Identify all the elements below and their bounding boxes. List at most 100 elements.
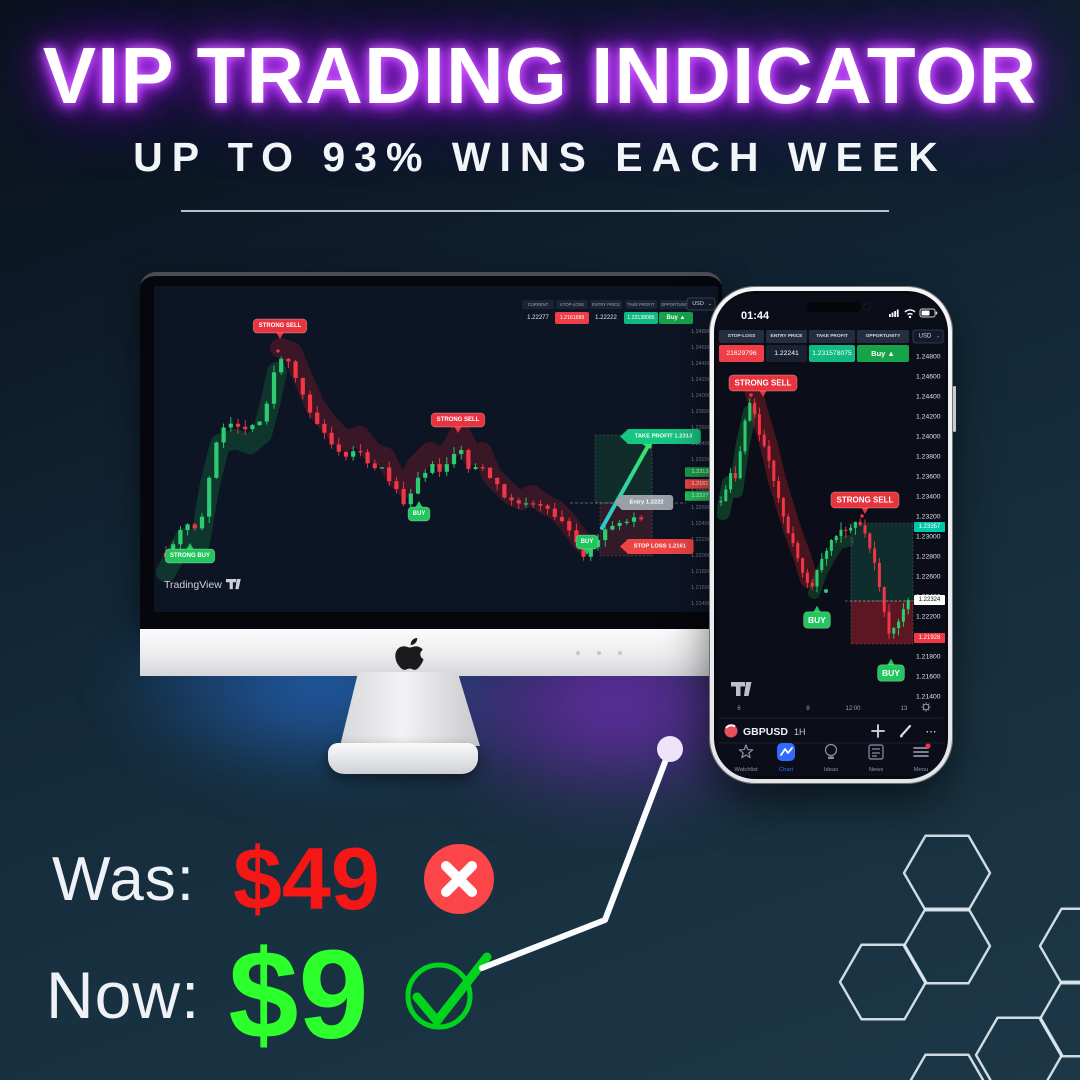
apple-logo-icon [395,637,424,670]
imac-chin [140,629,722,676]
tradingview-mobile-app: 01:44 STOP-LOSS 21629796 ENTRY PRICE 1.22241… [717,294,945,776]
hexagon-outline [1038,980,1080,1058]
price-now-row: Now: $9 [46,932,497,1058]
phone-side-button [953,386,956,432]
strong-sell-badge: STRONG SELL [728,374,798,397]
svg-text:News: News [869,767,884,773]
gear-icon[interactable] [921,702,931,712]
notch [807,302,861,312]
svg-text:ENTRY PRICE: ENTRY PRICE [592,302,620,307]
hexagon-outline [902,834,992,912]
symbol-bar: GBPUSD 1H [724,724,806,738]
tradingview-logo [226,579,241,590]
tab-news[interactable]: News [868,744,884,773]
svg-text:TradingView: TradingView [164,579,222,591]
svg-text:Chart: Chart [779,767,794,773]
svg-text:Watchlist: Watchlist [734,767,758,773]
svg-text:21629796: 21629796 [726,350,756,357]
svg-text:Ideas: Ideas [824,767,838,773]
svg-text:1.22200: 1.22200 [691,537,711,543]
svg-text:1.231578075: 1.231578075 [812,350,852,357]
svg-text:6: 6 [737,706,741,712]
symbol-flag-icon [724,724,738,738]
svg-text:1.24600: 1.24600 [916,374,941,381]
svg-text:1.22277: 1.22277 [527,315,549,321]
draw-icon[interactable] [899,724,912,738]
tab-menu[interactable]: Menu [913,743,931,774]
svg-text:OPPORTUNITY: OPPORTUNITY [866,333,901,339]
imac-monitor: TAKE PROFIT 1.2313 Entry 1.2222 STOP LOSS … [140,272,722,774]
cellular-icon [896,309,899,317]
now-label: Now: [46,958,201,1032]
svg-text:Buy ▲: Buy ▲ [667,315,686,321]
svg-text:1.24200: 1.24200 [691,377,711,383]
cellular-icon [891,312,894,317]
svg-text:1.23800: 1.23800 [691,409,711,415]
hexagon-outline [974,1016,1064,1080]
now-price: $9 [228,924,369,1065]
svg-text:1.22200: 1.22200 [916,614,941,621]
svg-text:1.23600: 1.23600 [916,474,941,481]
strong-sell-badge: STRONG SELL [252,318,308,339]
imac-screen: TAKE PROFIT 1.2313 Entry 1.2222 STOP LOSS … [140,272,722,629]
plus-icon[interactable] [871,724,885,738]
hexagon-outline [1038,907,1080,985]
buy-badge: BUY [575,534,599,555]
svg-text:1.22400: 1.22400 [691,521,711,527]
svg-text:STOP-LOSS: STOP-LOSS [728,333,756,339]
svg-text:Menu: Menu [914,767,929,773]
buy-button[interactable]: Buy ▲ [857,345,909,362]
svg-text:8: 8 [806,706,810,712]
svg-text:1.21800: 1.21800 [916,654,941,661]
was-price: $49 [232,829,380,928]
svg-text:STRONG SELL: STRONG SELL [735,379,792,388]
svg-text:1.21600: 1.21600 [691,585,711,591]
svg-text:STRONG SELL: STRONG SELL [437,417,480,423]
phone-bezel: 01:44 STOP-LOSS 21629796 ENTRY PRICE 1.22241… [714,291,948,779]
tab-chart[interactable]: Chart [777,743,795,773]
svg-text:STRONG SELL: STRONG SELL [259,323,302,329]
up-arrow-icon [600,444,650,530]
page-title: VIP TRADING INDICATOR [42,31,1038,120]
svg-text:1.22277: 1.22277 [692,493,712,499]
tab-watchlist[interactable]: Watchlist [734,744,758,773]
strong-sell-badge: STRONG SELL [430,412,486,433]
svg-text:1.23357: 1.23357 [919,524,941,530]
svg-text:STRONG BUY: STRONG BUY [170,553,210,559]
ideas-icon [824,743,838,757]
svg-text:Buy ▲: Buy ▲ [871,349,895,358]
tab-ideas[interactable]: Ideas [824,743,838,774]
chart-tab-icon [777,743,795,761]
svg-text:ENTRY PRICE: ENTRY PRICE [771,333,804,339]
svg-text:USD: USD [919,334,932,340]
buy-badge: STRONG BUY [164,543,216,564]
svg-text:Entry 1.2222: Entry 1.2222 [630,500,664,506]
svg-text:1.2161689: 1.2161689 [560,315,585,321]
svg-text:1.24400: 1.24400 [916,394,941,401]
buy-button[interactable]: Buy ▲ [659,312,693,324]
svg-text:1.22222: 1.22222 [595,315,617,321]
svg-text:TAKE PROFIT: TAKE PROFIT [627,302,655,307]
cellular-icon [894,311,896,317]
svg-text:1.23138085: 1.23138085 [627,315,655,321]
currency-dropdown[interactable]: USD ⌄ [686,297,716,311]
currency-dropdown[interactable]: USD ⌄ [912,329,944,344]
svg-text:BUY: BUY [882,668,900,678]
interval-selector[interactable]: 1H [794,727,806,737]
svg-text:1.21600: 1.21600 [916,674,941,681]
star-icon [738,744,754,759]
svg-text:1.23800: 1.23800 [916,454,941,461]
hexagon-outline [838,943,928,1021]
buy-badge: BUY [803,605,831,629]
info-value: 1.22241 [766,345,807,362]
svg-text:1.24800: 1.24800 [916,354,941,361]
was-label: Was: [52,844,195,914]
svg-text:1.24000: 1.24000 [691,393,711,399]
svg-text:STOP-LOSS: STOP-LOSS [560,302,584,307]
imac-stand-base [328,743,478,774]
more-icon[interactable]: ⋯ [926,726,937,738]
info-value: 1.231578075 [809,345,855,362]
svg-text:1.23200: 1.23200 [916,514,941,521]
svg-text:1.22324: 1.22324 [919,597,941,603]
